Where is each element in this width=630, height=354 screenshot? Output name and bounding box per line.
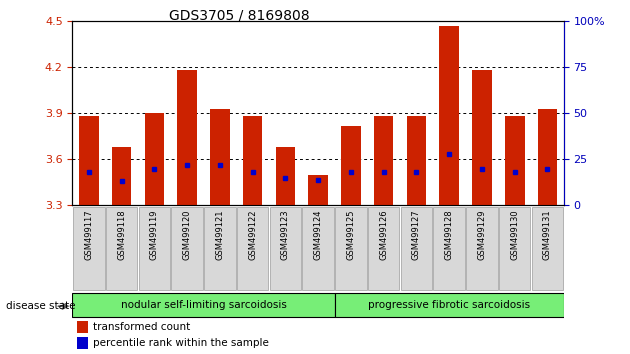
FancyBboxPatch shape bbox=[532, 207, 563, 290]
Bar bbox=[144, 113, 164, 205]
Bar bbox=[341, 126, 361, 205]
FancyBboxPatch shape bbox=[335, 207, 367, 290]
Text: GSM499126: GSM499126 bbox=[379, 210, 388, 260]
FancyBboxPatch shape bbox=[368, 207, 399, 290]
FancyBboxPatch shape bbox=[204, 207, 236, 290]
Bar bbox=[112, 147, 132, 205]
FancyBboxPatch shape bbox=[237, 207, 268, 290]
Text: GSM499123: GSM499123 bbox=[281, 210, 290, 260]
Bar bbox=[77, 321, 88, 333]
FancyBboxPatch shape bbox=[466, 207, 498, 290]
Bar bbox=[439, 26, 459, 205]
Text: GSM499125: GSM499125 bbox=[346, 210, 355, 260]
Text: GSM499128: GSM499128 bbox=[445, 210, 454, 260]
Text: GSM499122: GSM499122 bbox=[248, 210, 257, 260]
FancyBboxPatch shape bbox=[270, 207, 301, 290]
FancyBboxPatch shape bbox=[139, 207, 170, 290]
Text: percentile rank within the sample: percentile rank within the sample bbox=[93, 338, 269, 348]
FancyBboxPatch shape bbox=[433, 207, 465, 290]
Bar bbox=[406, 116, 427, 205]
Text: GSM499121: GSM499121 bbox=[215, 210, 224, 260]
Text: disease state: disease state bbox=[6, 301, 76, 311]
Bar bbox=[210, 109, 230, 205]
FancyBboxPatch shape bbox=[335, 293, 564, 317]
FancyBboxPatch shape bbox=[72, 293, 335, 317]
Bar bbox=[79, 116, 99, 205]
Bar bbox=[275, 147, 295, 205]
Text: GSM499119: GSM499119 bbox=[150, 210, 159, 260]
Text: GSM499127: GSM499127 bbox=[412, 210, 421, 260]
Text: GSM499118: GSM499118 bbox=[117, 210, 126, 260]
Text: GSM499131: GSM499131 bbox=[543, 210, 552, 260]
Bar bbox=[537, 109, 558, 205]
FancyBboxPatch shape bbox=[302, 207, 334, 290]
FancyBboxPatch shape bbox=[499, 207, 530, 290]
Text: GSM499124: GSM499124 bbox=[314, 210, 323, 260]
Bar bbox=[77, 337, 88, 349]
Text: GDS3705 / 8169808: GDS3705 / 8169808 bbox=[169, 9, 310, 23]
FancyBboxPatch shape bbox=[73, 207, 105, 290]
Bar bbox=[243, 116, 263, 205]
Text: GSM499117: GSM499117 bbox=[84, 210, 93, 260]
Bar bbox=[177, 70, 197, 205]
Text: nodular self-limiting sarcoidosis: nodular self-limiting sarcoidosis bbox=[120, 300, 287, 310]
Bar bbox=[472, 70, 492, 205]
Bar bbox=[505, 116, 525, 205]
Bar bbox=[374, 116, 394, 205]
Text: transformed count: transformed count bbox=[93, 322, 190, 332]
Text: GSM499120: GSM499120 bbox=[183, 210, 192, 260]
Text: GSM499130: GSM499130 bbox=[510, 210, 519, 260]
Bar bbox=[308, 175, 328, 205]
FancyBboxPatch shape bbox=[171, 207, 203, 290]
FancyBboxPatch shape bbox=[106, 207, 137, 290]
Text: progressive fibrotic sarcoidosis: progressive fibrotic sarcoidosis bbox=[368, 300, 530, 310]
Text: GSM499129: GSM499129 bbox=[478, 210, 486, 260]
FancyBboxPatch shape bbox=[401, 207, 432, 290]
